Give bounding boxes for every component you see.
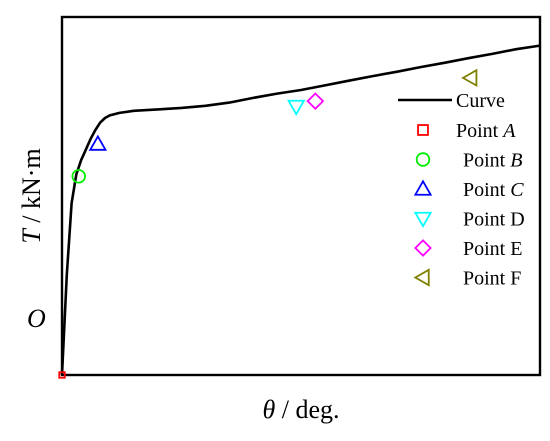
marker-point-e [306, 92, 325, 111]
legend-label-point-f: Point F [463, 268, 521, 290]
legend-label-point-a: Point A [456, 120, 516, 142]
legend-swatch-point-f [413, 268, 430, 287]
x-axis-unit: / deg. [275, 395, 339, 424]
marker-point-d [287, 99, 306, 116]
legend: Curve Point A Point B Point C Point D Point … [398, 90, 525, 290]
legend-swatch-point-b [415, 152, 431, 167]
x-axis-label: θ / deg. [262, 395, 339, 424]
y-axis-label: T / kN·m [17, 148, 46, 243]
legend-label-point-d: Point D [463, 209, 525, 231]
x-axis-symbol: θ [262, 395, 275, 424]
legend-label-point-b: Point B [463, 150, 522, 172]
legend-swatch-point-d [413, 211, 433, 228]
legend-label-curve: Curve [456, 90, 505, 112]
series-line-curve [60, 44, 541, 376]
legend-swatch-point-a [417, 124, 429, 136]
legend-label-point-c: Point C [463, 179, 524, 201]
legend-swatch-point-e [414, 239, 432, 257]
marker-point-c [88, 134, 108, 151]
marker-point-b [71, 169, 86, 184]
origin-label: O [27, 304, 46, 333]
legend-swatch-point-c [413, 179, 433, 196]
y-axis-unit: / kN·m [17, 148, 46, 229]
plot-frame [60, 15, 542, 377]
marker-point-a [58, 371, 66, 379]
legend-label-point-e: Point E [463, 238, 522, 260]
y-axis-symbol: T [17, 228, 46, 244]
marker-point-f [461, 68, 478, 88]
data-markers [58, 68, 478, 379]
